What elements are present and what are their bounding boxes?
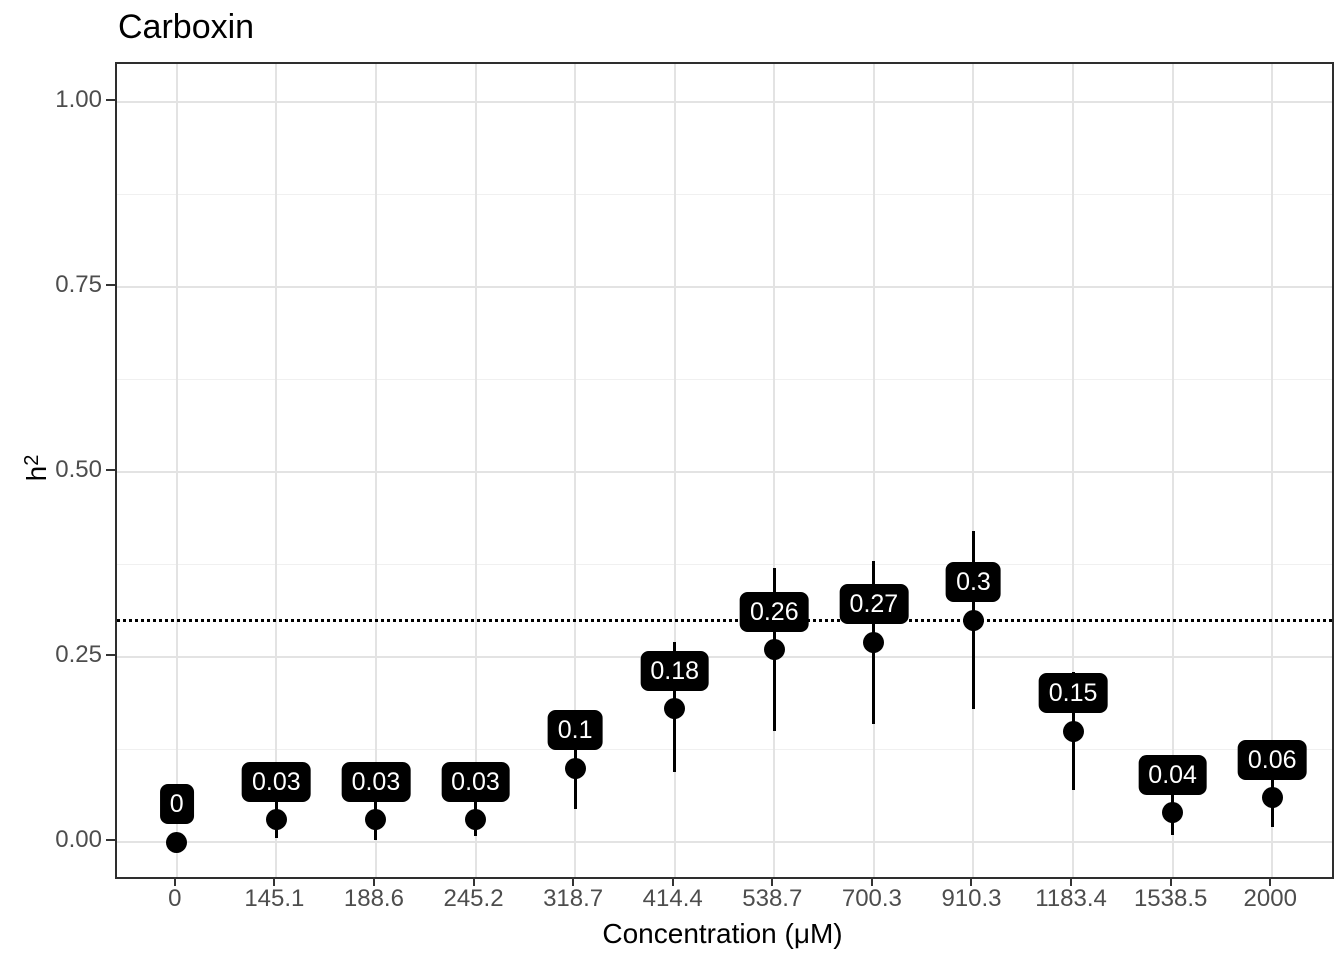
point-value-label: 0.27 — [839, 584, 909, 625]
data-point — [166, 831, 188, 853]
point-value-label: 0 — [159, 784, 194, 825]
y-tick-mark — [106, 839, 115, 842]
x-tick-label: 1538.5 — [1133, 885, 1208, 912]
major-gridline-horizontal — [117, 285, 1332, 288]
x-tick-mark — [1269, 877, 1272, 886]
y-tick-mark — [106, 283, 115, 286]
major-gridline-vertical — [1271, 64, 1274, 877]
major-gridline-vertical — [175, 64, 178, 877]
x-tick-label: 318.7 — [543, 885, 604, 912]
x-tick-label: 700.3 — [841, 885, 902, 912]
data-point — [763, 639, 785, 661]
x-tick-mark — [273, 877, 276, 886]
y-tick-mark — [106, 98, 115, 101]
x-tick-mark — [1070, 877, 1073, 886]
x-tick-mark — [671, 877, 674, 886]
point-value-label: 0.03 — [441, 761, 510, 802]
y-tick-mark — [106, 468, 115, 471]
major-gridline-vertical — [872, 64, 875, 877]
point-value-label: 0.03 — [341, 761, 411, 802]
plot-title: Carboxin — [118, 8, 255, 46]
major-gridline-vertical — [972, 64, 975, 877]
major-gridline-horizontal — [117, 100, 1332, 103]
major-gridline-horizontal — [117, 656, 1332, 659]
x-tick-label: 1183.4 — [1035, 885, 1107, 912]
data-point — [863, 631, 885, 653]
major-gridline-horizontal — [117, 841, 1332, 844]
data-point — [265, 809, 287, 831]
major-gridline-vertical — [474, 64, 477, 877]
x-tick-label: 0 — [168, 885, 182, 912]
y-tick-label: 0.50 — [55, 455, 102, 483]
minor-gridline-horizontal — [117, 378, 1332, 380]
x-tick-label: 2000 — [1243, 885, 1297, 912]
x-tick-label: 188.6 — [343, 885, 404, 912]
data-point — [664, 698, 686, 720]
x-tick-label: 538.7 — [742, 885, 803, 912]
x-tick-mark — [1169, 877, 1172, 886]
data-point — [365, 809, 387, 831]
minor-gridline-horizontal — [117, 564, 1332, 566]
point-value-label: 0.04 — [1138, 754, 1207, 795]
x-tick-mark — [771, 877, 774, 886]
point-value-label: 0.26 — [739, 591, 809, 632]
data-point — [465, 809, 487, 831]
x-tick-label: 414.4 — [642, 885, 703, 912]
point-value-label: 0.03 — [242, 761, 311, 802]
y-tick-label: 1.00 — [55, 85, 102, 113]
point-value-label: 0.18 — [640, 650, 710, 691]
x-tick-label: 245.2 — [443, 885, 504, 912]
data-point — [1062, 720, 1084, 742]
x-tick-label: 145.1 — [244, 885, 305, 912]
reference-line — [117, 618, 1332, 622]
x-tick-mark — [970, 877, 973, 886]
x-axis-title: Concentration (μM) — [602, 918, 843, 949]
major-gridline-vertical — [773, 64, 776, 877]
major-gridline-vertical — [1072, 64, 1075, 877]
y-tick-mark — [106, 654, 115, 657]
y-tick-label: 0.75 — [55, 270, 102, 298]
x-tick-label: 910.3 — [941, 885, 1002, 912]
minor-gridline-horizontal — [117, 193, 1332, 195]
minor-gridline-horizontal — [117, 749, 1332, 751]
y-tick-label: 0.00 — [55, 826, 102, 854]
data-point — [1162, 802, 1184, 824]
point-value-label: 0.1 — [547, 710, 603, 751]
major-gridline-vertical — [673, 64, 676, 877]
major-gridline-vertical — [374, 64, 377, 877]
x-tick-mark — [870, 877, 873, 886]
x-tick-mark — [472, 877, 475, 886]
data-point — [1261, 787, 1283, 809]
major-gridline-vertical — [1171, 64, 1174, 877]
x-tick-mark — [173, 877, 176, 886]
plot-panel: 0 0.03 0.03 0.03 0.1 0.18 0.26 0.27 0.3 0.15 0.04 0… — [115, 62, 1334, 879]
major-gridline-vertical — [275, 64, 278, 877]
point-value-label: 0.06 — [1237, 739, 1307, 780]
x-tick-mark — [572, 877, 575, 886]
major-gridline-horizontal — [117, 470, 1332, 473]
major-gridline-vertical — [574, 64, 577, 877]
point-value-label: 0.15 — [1038, 673, 1108, 714]
x-tick-mark — [372, 877, 375, 886]
point-value-label: 0.3 — [946, 562, 1001, 603]
y-tick-label: 0.25 — [55, 641, 102, 669]
data-point — [564, 757, 586, 779]
